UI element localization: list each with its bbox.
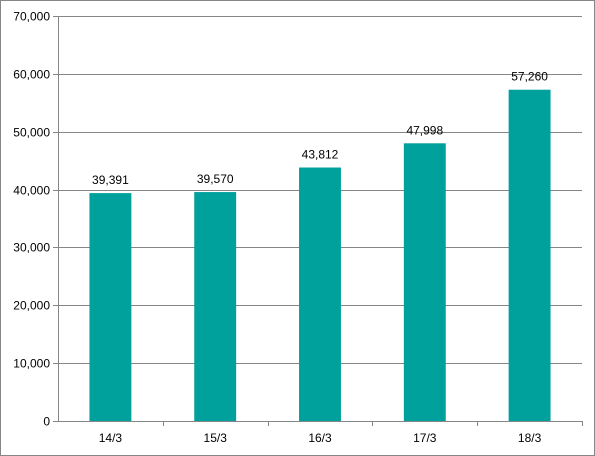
bars [89, 89, 551, 422]
data-labels: 39,391 39,570 43,812 47,998 57,260 [92, 70, 548, 187]
x-tick-label: 17/3 [413, 431, 437, 445]
axes [53, 16, 583, 426]
x-tick-label: 18/3 [518, 431, 542, 445]
y-tick-label: 30,000 [13, 241, 50, 255]
bar [299, 167, 341, 421]
bar [403, 143, 446, 421]
y-tick-label: 40,000 [13, 184, 50, 198]
y-tick-label: 50,000 [13, 126, 50, 140]
y-tick-label: 0 [43, 415, 50, 429]
data-label: 39,570 [197, 172, 234, 186]
y-tick-label: 20,000 [13, 299, 50, 313]
x-tick-labels: 14/3 15/3 16/3 17/3 18/3 [99, 431, 542, 445]
y-tick-labels: 0 10,000 20,000 30,000 40,000 50,000 60,000 70,… [13, 10, 50, 429]
data-label: 43,812 [302, 148, 339, 162]
bar [508, 89, 551, 422]
x-tick-label: 14/3 [99, 431, 123, 445]
x-tick-label: 16/3 [308, 431, 332, 445]
gridlines [58, 16, 582, 364]
y-tick-label: 10,000 [13, 357, 50, 371]
y-tick-label: 60,000 [13, 68, 50, 82]
data-label: 57,260 [511, 70, 548, 84]
bar [194, 192, 237, 421]
data-label: 47,998 [406, 123, 443, 137]
bar [89, 193, 132, 421]
data-label: 39,391 [92, 173, 129, 187]
y-tick-label: 70,000 [13, 10, 50, 24]
x-tick-label: 15/3 [204, 431, 228, 445]
